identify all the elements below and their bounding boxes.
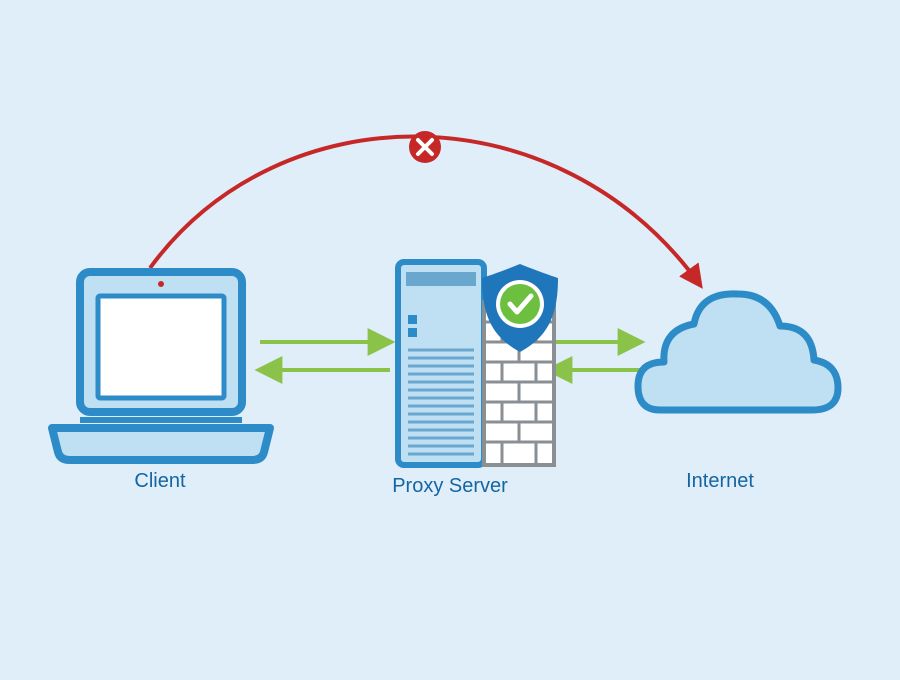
client-label: Client xyxy=(60,470,260,493)
proxy-label: Proxy Server xyxy=(350,475,550,498)
server-icon xyxy=(398,262,484,465)
diagram-canvas xyxy=(0,0,900,680)
cloud-icon xyxy=(638,294,838,410)
internet-label: Internet xyxy=(620,470,820,493)
blocked-icon xyxy=(409,131,441,163)
laptop-icon xyxy=(52,272,270,460)
